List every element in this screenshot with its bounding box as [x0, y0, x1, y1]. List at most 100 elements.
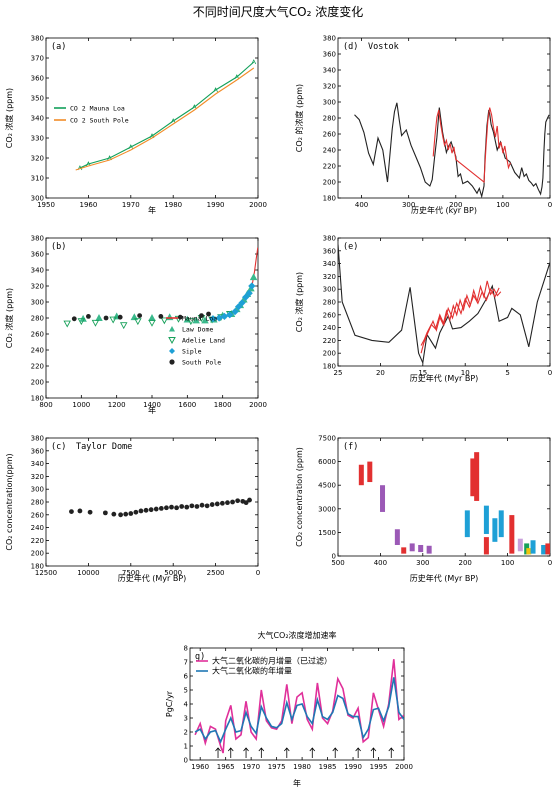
x-tick-label: 300: [402, 201, 415, 209]
data-point: [245, 289, 253, 297]
x-tick-label: 0: [548, 201, 552, 209]
y-tick-label: 5: [184, 687, 188, 695]
range-bar: [470, 458, 476, 497]
y-axis-label: CO₂ concentration (ppm): [295, 447, 304, 547]
data-point: [148, 314, 156, 321]
y-tick-label: 220: [323, 337, 336, 345]
data-point: [231, 307, 239, 316]
range-bar: [517, 538, 523, 552]
event-arrow: [309, 747, 316, 758]
series-line: [75, 67, 255, 171]
x-axis-label: 年: [293, 778, 301, 788]
data-point: [118, 512, 124, 518]
y-tick-label: 360: [323, 247, 336, 255]
plot-frame: [337, 237, 551, 367]
y-tick-label: 240: [31, 347, 44, 355]
y-tick-label: 300: [31, 299, 44, 307]
panel-label: (b): [51, 242, 66, 252]
y-tick-label: 220: [31, 537, 44, 545]
chart-c: 12500 10000 7500 5000 2500 0 180 200 220 240 260 28…: [5, 435, 260, 584]
y-tick-label: 360: [31, 251, 44, 259]
x-tick-label: 10: [461, 369, 470, 377]
y-tick-label: 340: [31, 460, 44, 468]
y-tick-label: 200: [31, 550, 44, 558]
data-point: [187, 318, 195, 326]
data-point: [109, 316, 117, 324]
data-point: [148, 507, 154, 513]
x-tick-label: 0: [548, 369, 552, 377]
data-point: [199, 313, 204, 318]
data-point: [174, 505, 179, 511]
figure-title: 不同时间尺度大气CO₂ 浓度变化: [193, 4, 363, 19]
event-arrow: [215, 747, 221, 758]
legend-label: Adelie Land: [182, 337, 225, 345]
chart-a: 1950 1960 1970 1980 1990 2000 300 310 320 330 340 3…: [4, 35, 267, 216]
y-tick-label: 7: [184, 659, 188, 667]
y-tick-label: 180: [31, 395, 44, 403]
y-tick-label: 320: [31, 155, 44, 163]
x-tick-label: 2000: [249, 201, 267, 209]
panel-label: (d): [343, 42, 358, 52]
range-bar: [409, 543, 415, 552]
series-line: [354, 102, 550, 198]
x-tick-label: 5000: [164, 569, 182, 577]
y-tick-label: 280: [31, 315, 44, 323]
y-tick-label: 3: [184, 715, 188, 723]
x-tick-label: 200: [449, 201, 462, 209]
panels: 1950 1960 1970 1980 1990 20003003103203303403…: [4, 35, 552, 789]
panel-label: (a): [51, 42, 66, 52]
y-tick-label: 370: [31, 55, 44, 63]
x-axis-label: 历史年代 (Myr BP): [410, 573, 479, 583]
data-point: [220, 312, 229, 321]
panel-label: (f): [343, 442, 358, 452]
data-point: [143, 507, 149, 513]
y-tick-label: 360: [31, 447, 44, 455]
x-tick-label: 1970: [122, 201, 140, 209]
plot-frame: [337, 37, 551, 199]
series-line: [79, 61, 255, 169]
panel-annotation: Taylor Dome: [76, 442, 132, 452]
data-point: [117, 314, 123, 320]
y-tick-label: 340: [31, 115, 44, 123]
x-tick-label: 400: [374, 559, 387, 567]
data-point: [158, 314, 164, 319]
y-axis-label: PgC/yr: [165, 690, 174, 717]
y-tick-label: 260: [31, 511, 44, 519]
range-bar: [483, 537, 489, 555]
x-tick-label: 500: [331, 559, 344, 567]
y-tick-label: 1500: [318, 529, 336, 537]
data-point: [201, 316, 209, 324]
x-tick-label: 1975: [268, 763, 286, 771]
plot-area: [194, 659, 404, 754]
range-bar: [498, 510, 504, 538]
x-tick-label: 1970: [242, 763, 260, 771]
panel-annotation: Vostok: [368, 42, 399, 52]
y-tick-label: 320: [31, 473, 44, 481]
data-point: [226, 311, 234, 319]
legend-label: 大气二氧化碳的月增量（已过滤）: [212, 656, 332, 666]
data-point: [230, 499, 235, 505]
y-axis-label: CO₂ 浓度 (ppm): [294, 272, 304, 332]
range-bar: [394, 529, 400, 545]
data-point: [63, 320, 71, 328]
y-tick-label: 8: [184, 645, 188, 653]
range-bar: [380, 485, 386, 512]
legend-label: CO 2 Mauna Loa: [70, 105, 125, 113]
data-point: [206, 311, 211, 317]
y-tick-label: 320: [323, 83, 336, 91]
y-tick-label: 7500: [318, 435, 336, 443]
data-point: [209, 315, 217, 323]
data-point: [134, 318, 142, 326]
data-point: [209, 502, 215, 507]
range-bar: [464, 510, 470, 538]
y-tick-label: 240: [323, 147, 336, 155]
data-point: [148, 319, 156, 327]
plot-area: [354, 102, 550, 198]
x-tick-label: 1960: [191, 763, 209, 771]
data-point: [77, 318, 86, 326]
event-arrow: [355, 747, 361, 758]
data-point: [160, 317, 169, 325]
y-tick-label: 240: [31, 524, 44, 532]
data-point: [71, 316, 77, 322]
event-arrow: [243, 747, 249, 758]
